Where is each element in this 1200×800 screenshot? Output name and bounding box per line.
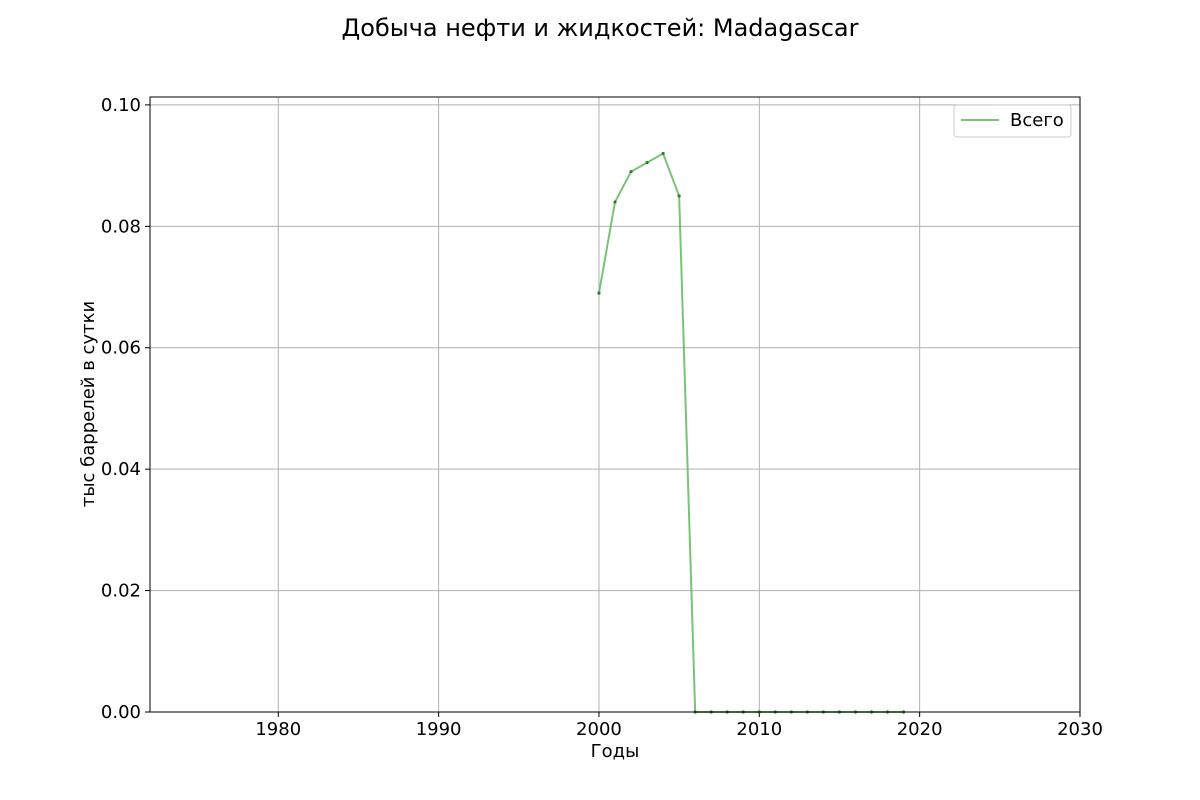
plot-frame [149,96,1081,713]
x-axis-label: Годы [591,741,640,762]
data-point [629,170,633,174]
series-line-total [597,152,904,713]
legend-box [953,104,1072,138]
x-tick-label: 2000 [576,719,622,740]
data-point [677,194,681,198]
y-tick-label: 0.10 [101,95,141,116]
y-tick-label: 0.02 [101,581,141,602]
x-tick-label: 1990 [416,719,462,740]
y-tick-label: 0.04 [101,459,141,480]
x-axis-ticks: 1980 1990 2000 2010 2020 2030 [255,712,1103,740]
data-point [661,151,665,156]
y-axis-ticks: 0.00 0.02 0.04 0.06 0.08 0.10 [101,95,150,723]
x-tick-label: 1980 [255,719,301,740]
x-tick-label: 2030 [1057,719,1103,740]
x-tick-label: 2010 [736,719,782,740]
legend-label-total: Всего [1010,110,1064,131]
data-point [597,291,601,295]
chart-title: Добыча нефти и жидкостей: Madagascar [342,14,859,42]
data-point [645,160,649,165]
grid [150,97,1081,713]
series-layer [597,151,906,714]
data-point [613,200,617,204]
y-tick-label: 0.08 [101,216,141,237]
y-tick-label: 0.00 [101,702,141,723]
legend: Всего [953,104,1072,138]
y-axis-label: тыс баррелей в сутки [78,301,99,507]
x-tick-label: 2020 [897,719,943,740]
y-tick-label: 0.06 [101,338,141,359]
